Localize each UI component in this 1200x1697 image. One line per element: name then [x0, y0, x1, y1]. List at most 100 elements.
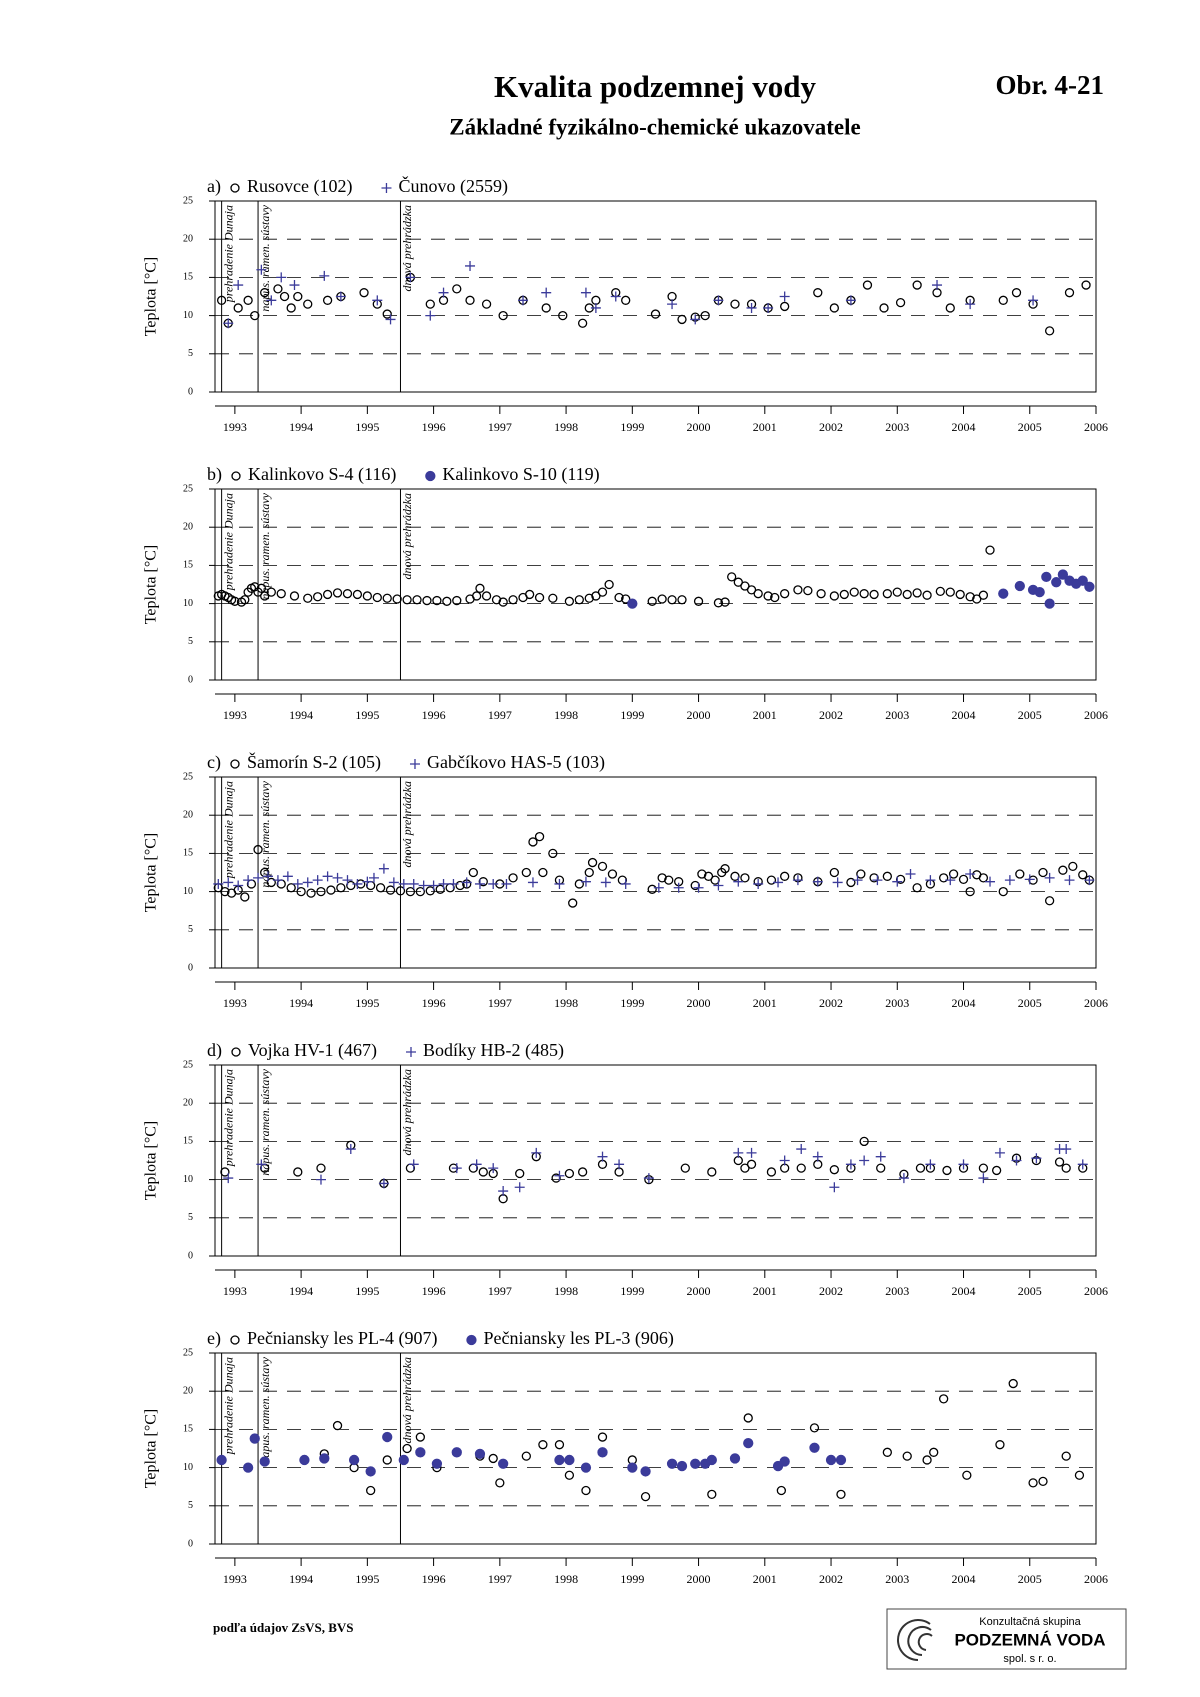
y-tick-label: 5: [188, 636, 193, 647]
marker-open-circle: [521, 867, 531, 878]
marker-open-circle: [892, 587, 902, 597]
marker-open-circle: [240, 892, 250, 902]
logo-icon: [897, 1619, 933, 1661]
marker-open-circle: [948, 869, 959, 879]
marker-plus: [779, 291, 790, 302]
marker-plus: [713, 295, 724, 306]
marker-open-circle: [614, 592, 624, 603]
marker-filled-circle: [398, 1454, 409, 1466]
x-tick-label: 2005: [1018, 708, 1042, 722]
marker-filled-circle: [1014, 580, 1025, 592]
legend-label: Kalinkovo S-10 (119): [442, 464, 599, 485]
marker-open-circle: [587, 857, 598, 868]
marker-open-circle: [303, 299, 313, 309]
marker-open-circle: [912, 280, 922, 290]
marker-open-circle: [1028, 1478, 1038, 1488]
x-tick-label: 2006: [1084, 420, 1108, 434]
marker-plus: [746, 302, 757, 313]
marker-open-circle: [707, 1167, 717, 1177]
y-tick-label: 0: [188, 962, 193, 973]
legend-symbol: [230, 1335, 240, 1345]
marker-open-circle: [402, 1443, 412, 1454]
marker-open-circle: [1078, 870, 1088, 880]
x-tick-label: 1996: [422, 420, 446, 434]
marker-filled-circle: [809, 1442, 820, 1453]
marker-open-circle: [1044, 326, 1055, 336]
x-tick-label: 2004: [952, 996, 976, 1010]
marker-plus: [352, 878, 363, 889]
x-tick-label: 1999: [620, 708, 644, 722]
marker-plus: [335, 291, 346, 302]
y-tick-label: 15: [183, 1136, 193, 1147]
marker-open-circle: [216, 295, 227, 305]
y-tick-label: 25: [183, 771, 193, 782]
marker-open-circle: [581, 1485, 591, 1496]
x-tick-label: 1996: [422, 1572, 446, 1586]
marker-open-circle: [498, 310, 508, 321]
marker-plus: [859, 1155, 870, 1166]
x-tick-label: 2000: [687, 1284, 711, 1298]
x-tick-label: 1998: [554, 708, 578, 722]
marker-filled-circle: [451, 1447, 462, 1458]
marker-filled-circle: [998, 588, 1009, 599]
marker-open-circle: [991, 1165, 1002, 1176]
x-tick-label: 2001: [753, 1284, 777, 1298]
marker-open-circle: [664, 875, 674, 885]
marker-open-circle: [816, 589, 826, 599]
event-label: napus. ramen. sústavy: [258, 1356, 272, 1463]
x-tick-label: 1999: [620, 1284, 644, 1298]
marker-open-circle: [730, 871, 740, 881]
marker-open-circle: [607, 869, 618, 879]
legend-symbol: [425, 470, 436, 482]
marker-filled-circle: [259, 1456, 270, 1467]
marker-plus: [1084, 875, 1095, 886]
marker-open-circle: [273, 284, 283, 294]
marker-plus: [1064, 875, 1075, 886]
x-tick-label: 2003: [885, 996, 909, 1010]
legend-label: Rusovce (102): [247, 176, 352, 197]
marker-open-circle: [879, 303, 889, 313]
marker-plus: [985, 876, 996, 887]
marker-plus: [580, 287, 591, 298]
marker-open-circle: [279, 291, 290, 302]
marker-plus: [693, 882, 704, 893]
marker-plus: [746, 1147, 757, 1158]
marker-filled-circle: [666, 1458, 678, 1469]
marker-open-circle: [266, 877, 276, 888]
x-tick-label: 2000: [687, 708, 711, 722]
legend-symbol: [231, 471, 241, 481]
plot-frame: [214, 1064, 1097, 1257]
marker-plus: [597, 1151, 608, 1162]
x-tick-label: 2001: [753, 1572, 777, 1586]
event-label: prehradenie Dunaja: [221, 1069, 235, 1167]
y-tick-label: 0: [188, 386, 193, 397]
marker-open-circle: [1081, 280, 1091, 290]
event-label: dnová prehrádzka: [400, 781, 414, 868]
x-tick-label: 1995: [355, 1572, 379, 1586]
marker-plus: [958, 1159, 969, 1170]
marker-plus: [531, 1147, 542, 1158]
y-tick-label: 20: [183, 1097, 193, 1108]
marker-filled-circle: [365, 1466, 376, 1477]
marker-plus: [1028, 295, 1039, 306]
marker-open-circle: [965, 886, 975, 897]
marker-open-circle: [577, 1167, 588, 1177]
marker-plus: [488, 878, 499, 889]
marker-open-circle: [465, 295, 475, 305]
marker-open-circle: [922, 590, 932, 600]
y-tick-label: 15: [183, 272, 193, 283]
marker-open-circle: [597, 587, 608, 597]
marker-plus: [1061, 1144, 1072, 1155]
marker-open-circle: [478, 877, 488, 887]
x-tick-label: 1999: [620, 996, 644, 1010]
marker-filled-circle: [1041, 571, 1052, 583]
marker-plus: [892, 876, 903, 887]
marker-open-circle: [392, 594, 402, 604]
marker-open-circle: [432, 595, 442, 606]
x-tick-label: 1997: [488, 1284, 512, 1298]
marker-open-circle: [1008, 1378, 1018, 1389]
marker-filled-circle: [348, 1454, 360, 1466]
x-tick-label: 2001: [753, 708, 777, 722]
marker-open-circle: [849, 587, 859, 597]
marker-plus: [223, 1173, 234, 1184]
